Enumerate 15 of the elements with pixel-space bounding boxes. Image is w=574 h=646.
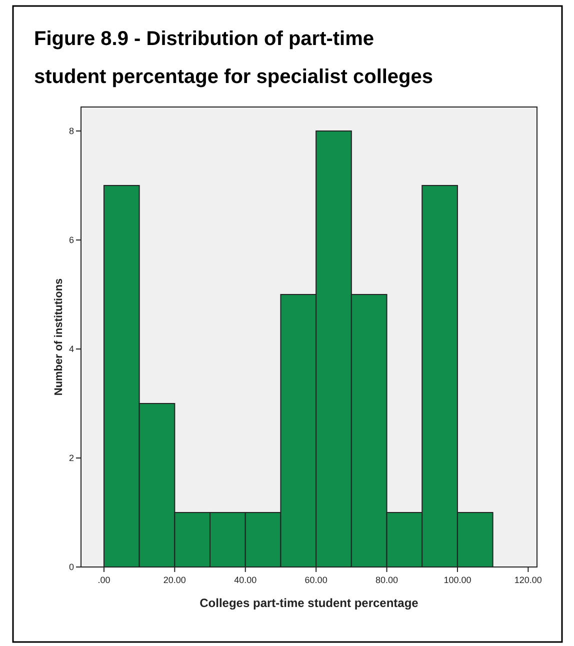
chart-title: Figure 8.9 - Distribution of part-time student percentage for specialist colleges: [34, 28, 434, 88]
x-tick-label: 20.00: [163, 575, 186, 585]
y-axis-title: Number of institutions: [53, 278, 65, 396]
y-tick-label: 0: [68, 562, 74, 572]
y-tick-label: 4: [68, 344, 74, 354]
x-tick-label: 120.00: [514, 575, 542, 585]
x-axis-title: Colleges part-time student percentage: [200, 596, 419, 610]
x-tick-label: 40.00: [234, 575, 257, 585]
y-tick-label: 6: [68, 235, 74, 246]
x-tick-label: .00: [98, 575, 110, 585]
y-tick-label: 8: [68, 126, 74, 136]
x-tick-label: 100.00: [444, 575, 472, 585]
x-tick-label: 60.00: [304, 575, 328, 585]
x-tick-label: 80.00: [376, 575, 398, 585]
y-tick-label: 2: [68, 453, 74, 464]
